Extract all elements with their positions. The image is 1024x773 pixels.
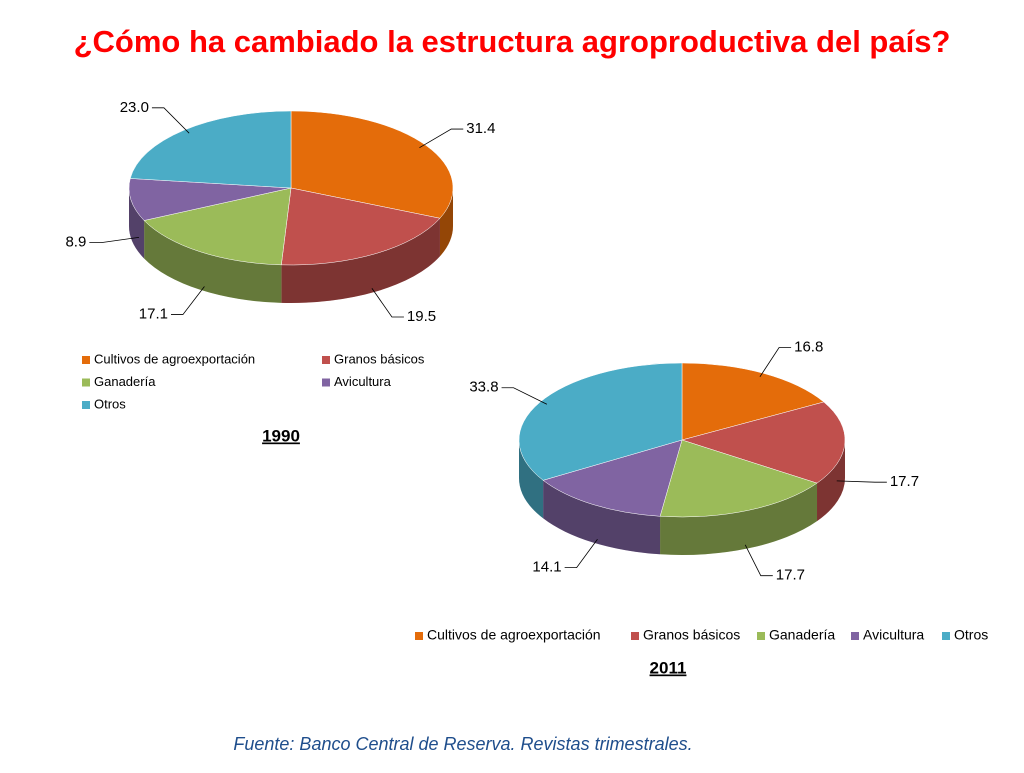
legend-label: Cultivos de agroexportación bbox=[94, 351, 255, 366]
leader-line bbox=[501, 387, 548, 405]
legend-label: Avicultura bbox=[334, 374, 392, 389]
legend-label: Otros bbox=[954, 627, 988, 643]
pie-side bbox=[817, 440, 845, 522]
legend-swatch bbox=[415, 632, 423, 640]
pie-side-shade bbox=[439, 188, 453, 257]
pie-side bbox=[144, 220, 282, 303]
legend-label: Ganadería bbox=[769, 627, 835, 643]
data-label: 23.0 bbox=[120, 99, 149, 116]
pie-slice bbox=[143, 187, 292, 266]
leader-line bbox=[744, 544, 773, 577]
legend-label: Ganadería bbox=[94, 374, 156, 389]
pie-side-shade bbox=[281, 218, 440, 303]
pie-side-shade bbox=[660, 483, 818, 555]
leader-line bbox=[371, 288, 404, 318]
legend-label: Granos básicos bbox=[643, 627, 740, 643]
pie-side bbox=[519, 440, 544, 519]
data-label: 33.8 bbox=[469, 379, 498, 396]
data-label: 17.7 bbox=[776, 567, 805, 584]
leader-line bbox=[759, 347, 792, 378]
pie-slice bbox=[281, 187, 441, 266]
pie-slice bbox=[128, 178, 292, 221]
data-label: 17.7 bbox=[890, 473, 919, 490]
leader-line bbox=[151, 107, 190, 134]
pie-side-shade bbox=[129, 188, 145, 259]
pie-side-shade bbox=[519, 440, 544, 519]
legend-label: Cultivos de agroexportación bbox=[427, 627, 601, 643]
legend-swatch bbox=[82, 378, 90, 387]
legend-label: Avicultura bbox=[863, 627, 924, 643]
leader-line bbox=[89, 236, 140, 243]
data-label: 8.9 bbox=[65, 234, 86, 251]
data-label: 16.8 bbox=[794, 339, 823, 356]
legend-swatch bbox=[82, 401, 90, 409]
slide-title: ¿Cómo ha cambiado la estructura agroprod… bbox=[74, 24, 951, 59]
legend-swatch bbox=[631, 632, 639, 640]
leader-line bbox=[836, 480, 887, 483]
leader-line bbox=[170, 286, 205, 315]
chart-title: 2011 bbox=[650, 658, 687, 677]
pie-side bbox=[660, 483, 818, 555]
pie-slice bbox=[659, 439, 818, 518]
pie-side-shade bbox=[817, 440, 845, 522]
data-label: 31.4 bbox=[466, 120, 495, 137]
legend-swatch bbox=[757, 632, 765, 640]
data-label: 17.1 bbox=[139, 305, 168, 322]
legend-swatch bbox=[942, 632, 950, 640]
chart-title: 1990 bbox=[262, 426, 300, 445]
legend-swatch bbox=[851, 632, 859, 640]
pie-side bbox=[439, 188, 453, 257]
pie-slice bbox=[518, 362, 683, 481]
legend-swatch bbox=[322, 356, 330, 364]
pie-side-shade bbox=[144, 220, 282, 303]
legend-swatch bbox=[82, 356, 90, 364]
pie-side bbox=[129, 188, 145, 259]
source-note: Fuente: Banco Central de Reserva. Revist… bbox=[233, 734, 692, 754]
pie-slice bbox=[290, 110, 454, 219]
leader-line bbox=[419, 128, 464, 149]
legend-swatch bbox=[322, 378, 330, 387]
leader-line bbox=[564, 539, 598, 569]
pie-slice bbox=[681, 401, 846, 484]
pie-side bbox=[281, 218, 440, 303]
data-label: 19.5 bbox=[407, 308, 436, 325]
legend-label: Granos básicos bbox=[334, 351, 425, 366]
pie-slice bbox=[129, 110, 292, 189]
pie-side-shade bbox=[543, 480, 661, 555]
legend-label: Otros bbox=[94, 396, 126, 411]
pie-slice bbox=[542, 439, 683, 517]
pie-slice bbox=[681, 362, 825, 441]
pie-side bbox=[543, 480, 661, 555]
data-label: 14.1 bbox=[532, 559, 561, 576]
